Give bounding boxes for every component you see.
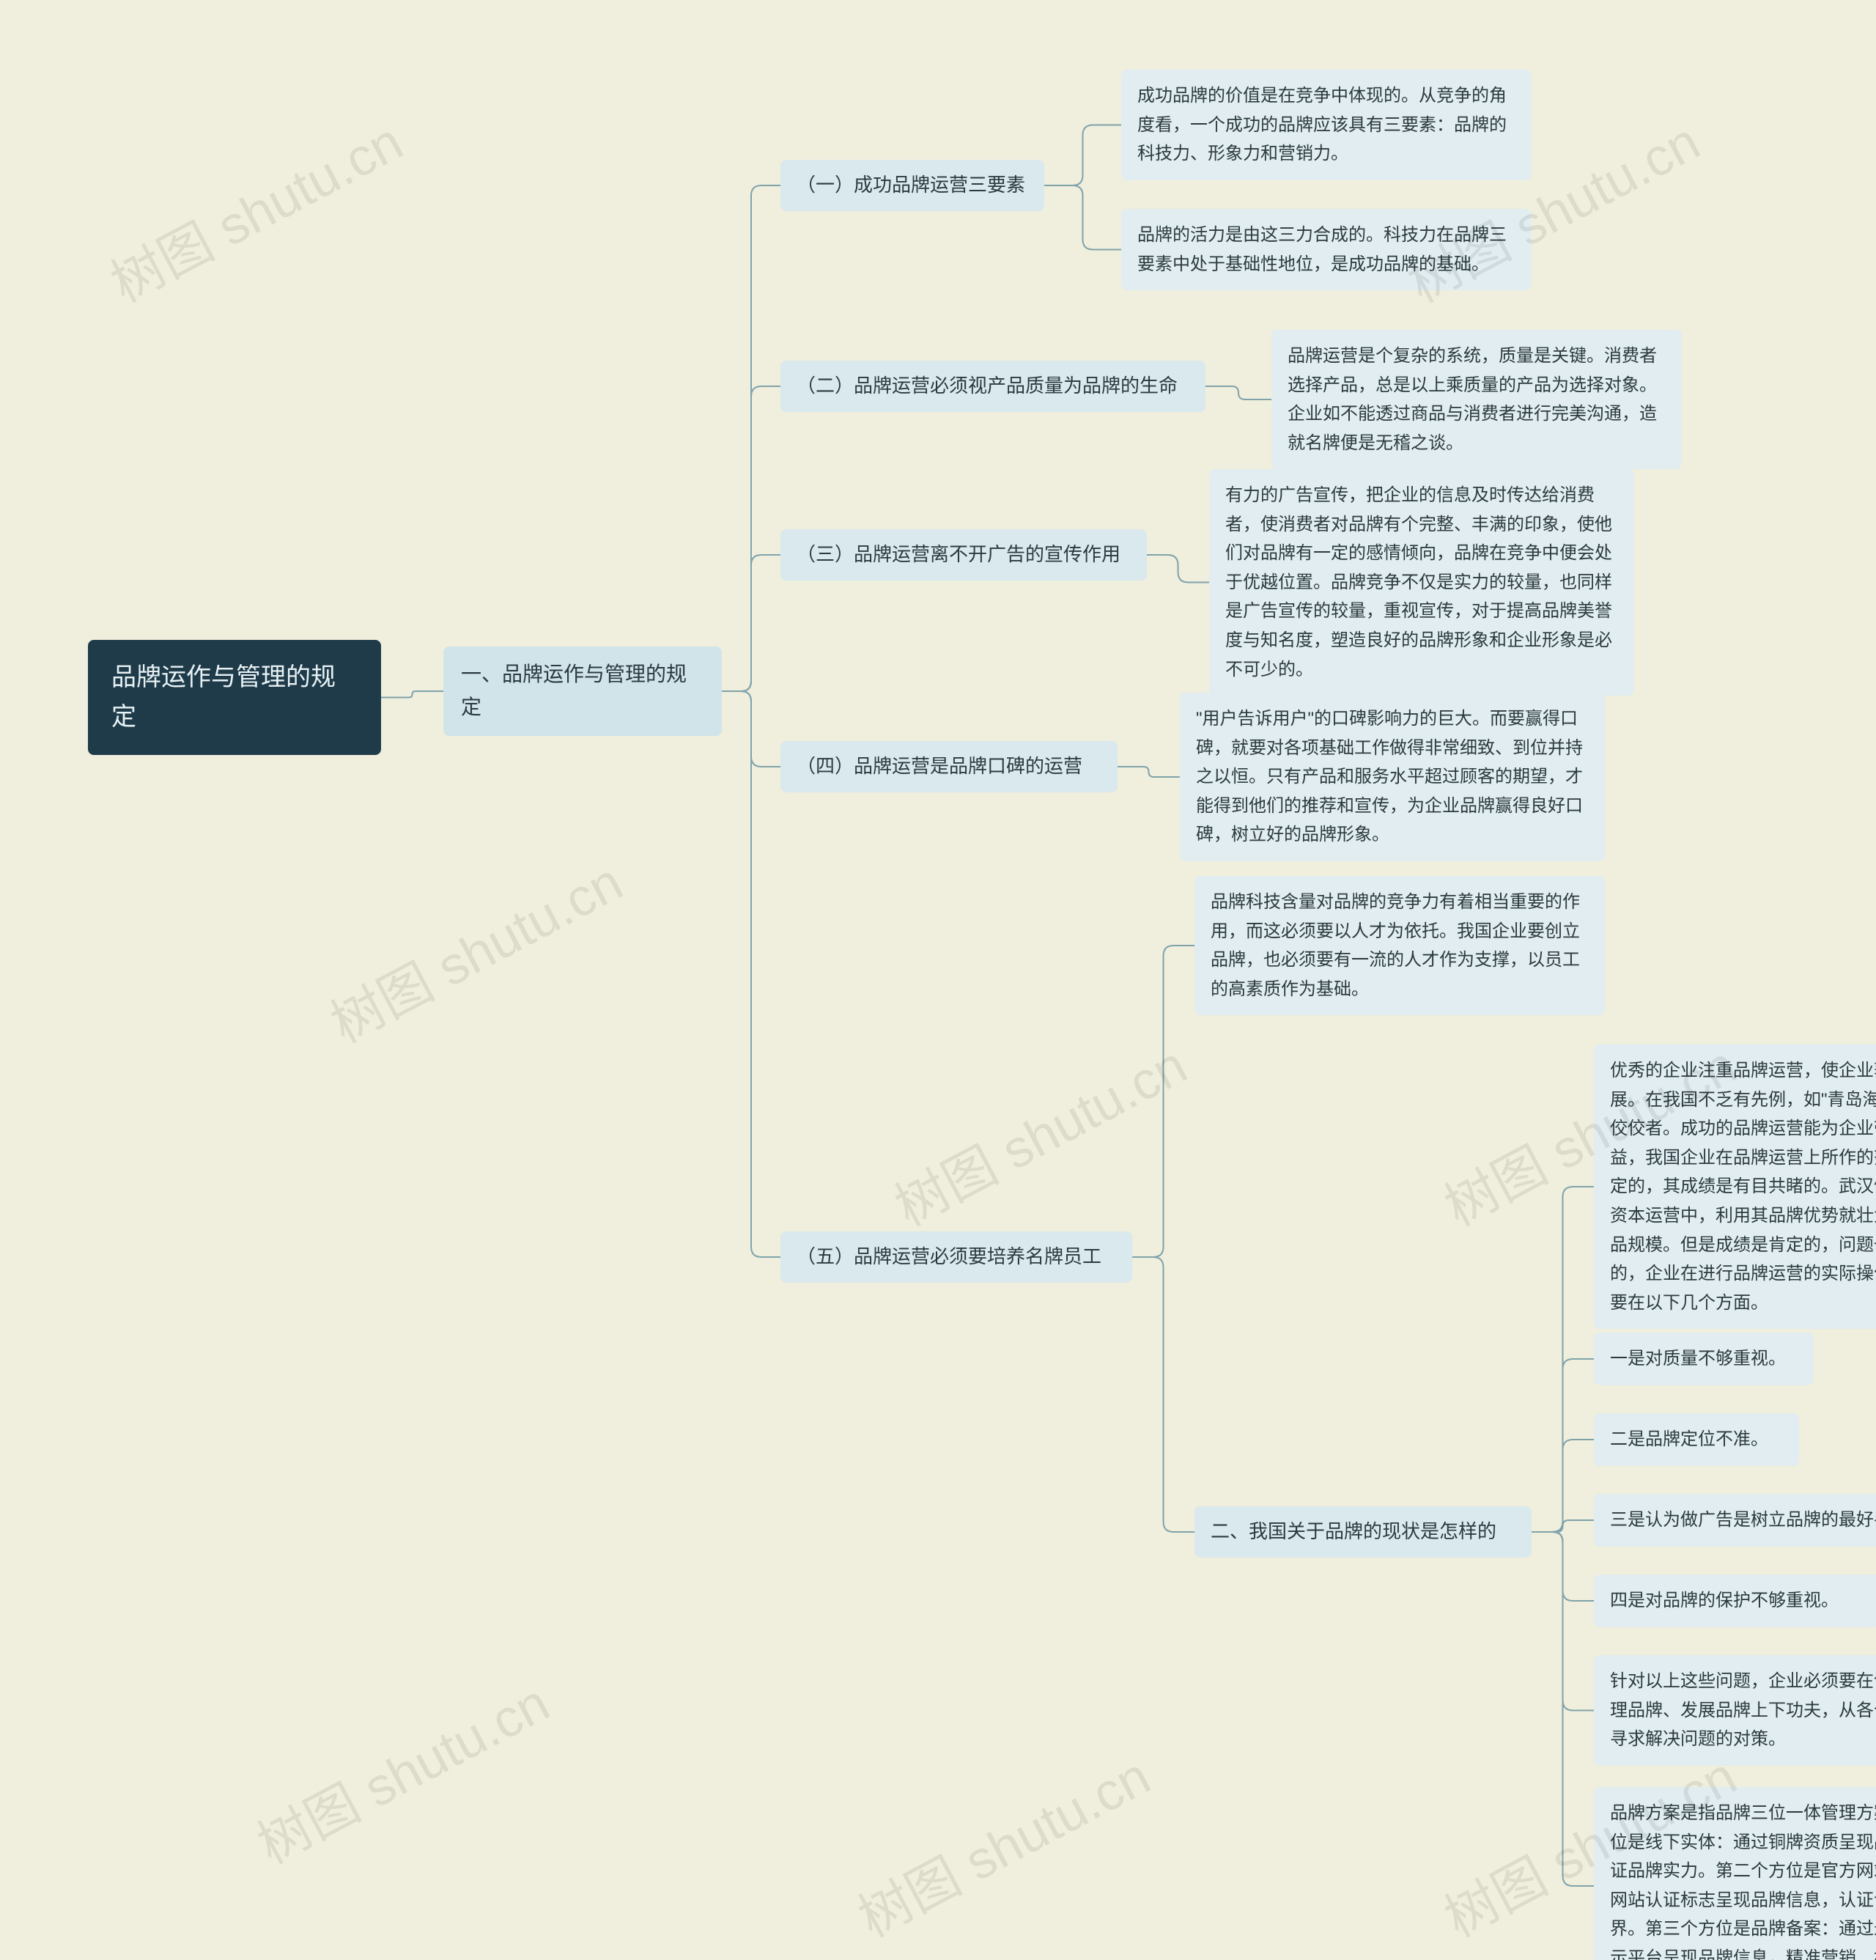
root-node: 品牌运作与管理的规定 bbox=[88, 640, 381, 755]
sec1-3-leaf-a: 有力的广告宣传，把企业的信息及时传达给消费者，使消费者对品牌有个完整、丰满的印象… bbox=[1209, 469, 1634, 696]
connector bbox=[722, 386, 780, 691]
connector bbox=[1532, 1532, 1594, 1711]
watermark-text: 树图 shutu.cn bbox=[95, 99, 413, 317]
connector bbox=[1532, 1440, 1594, 1532]
connector bbox=[1532, 1187, 1594, 1532]
sec1-item-1: （一）成功品牌运营三要素 bbox=[780, 160, 1044, 211]
connector bbox=[1532, 1532, 1594, 1886]
connector bbox=[722, 185, 780, 691]
sec2-leaf-a: 优秀的企业注重品牌运营，使企业获得长足发展。在我国不乏有先例，如"青岛海尔"就是… bbox=[1594, 1045, 1876, 1329]
watermark-text: 树图 shutu.cn bbox=[242, 1660, 560, 1878]
section-1: 一、品牌运作与管理的规定 bbox=[443, 646, 722, 736]
sec1-item-4: （四）品牌运营是品牌口碑的运营 bbox=[780, 741, 1118, 792]
sec2-leaf-f: 针对以上这些问题，企业必须要在创立品牌、管理品牌、发展品牌上下功夫，从各个相关的… bbox=[1594, 1655, 1876, 1766]
connector bbox=[381, 691, 443, 698]
sec1-4-leaf-a: "用户告诉用户"的口碑影响力的巨大。而要赢得口碑，就要对各项基础工作做得非常细致… bbox=[1180, 693, 1605, 861]
sec1-1-leaf-b: 品牌的活力是由这三力合成的。科技力在品牌三要素中处于基础性地位，是成功品牌的基础… bbox=[1121, 209, 1532, 290]
sec2-leaf-d: 三是认为做广告是树立品牌的最好手段。 bbox=[1594, 1494, 1876, 1547]
connector bbox=[1132, 946, 1194, 1257]
connector bbox=[1044, 125, 1121, 186]
sec1-item-3: （三）品牌运营离不开广告的宣传作用 bbox=[780, 529, 1147, 581]
watermark-text: 树图 shutu.cn bbox=[843, 1734, 1161, 1951]
sec2-leaf-e: 四是对品牌的保护不够重视。 bbox=[1594, 1574, 1876, 1627]
connector bbox=[1132, 1257, 1194, 1532]
sec1-5-leaf-a: 品牌科技含量对品牌的竞争力有着相当重要的作用，而这必须要以人才为依托。我国企业要… bbox=[1194, 876, 1605, 1015]
connector bbox=[1205, 386, 1271, 399]
connector bbox=[1118, 767, 1180, 777]
sec1-item-5: （五）品牌运营必须要培养名牌员工 bbox=[780, 1231, 1132, 1283]
sec2-leaf-g: 品牌方案是指品牌三位一体管理方案。第一个方位是线下实体：通过铜牌资质呈现品牌信息… bbox=[1594, 1787, 1876, 1960]
connector bbox=[1532, 1520, 1594, 1532]
connector bbox=[722, 691, 780, 1257]
sec2-leaf-b: 一是对质量不够重视。 bbox=[1594, 1333, 1814, 1385]
sec1-2-leaf-a: 品牌运营是个复杂的系统，质量是关键。消费者选择产品，总是以上乘质量的产品为选择对… bbox=[1271, 330, 1682, 469]
sec2-leaf-c: 二是品牌定位不准。 bbox=[1594, 1413, 1799, 1466]
connector bbox=[722, 555, 780, 691]
watermark-text: 树图 shutu.cn bbox=[315, 839, 633, 1057]
section-2: 二、我国关于品牌的现状是怎样的 bbox=[1194, 1506, 1532, 1558]
sec1-item-2: （二）品牌运营必须视产品质量为品牌的生命 bbox=[780, 361, 1205, 412]
connector bbox=[1532, 1532, 1594, 1601]
connector bbox=[1532, 1359, 1594, 1532]
connector bbox=[1147, 555, 1209, 583]
mindmap-canvas: 品牌运作与管理的规定 一、品牌运作与管理的规定 （一）成功品牌运营三要素 （二）… bbox=[0, 0, 1876, 1960]
watermark-text: 树图 shutu.cn bbox=[879, 1023, 1197, 1240]
connector bbox=[722, 691, 780, 767]
connector bbox=[1044, 185, 1121, 250]
sec1-1-leaf-a: 成功品牌的价值是在竞争中体现的。从竞争的角度看，一个成功的品牌应该具有三要素：品… bbox=[1121, 70, 1532, 180]
